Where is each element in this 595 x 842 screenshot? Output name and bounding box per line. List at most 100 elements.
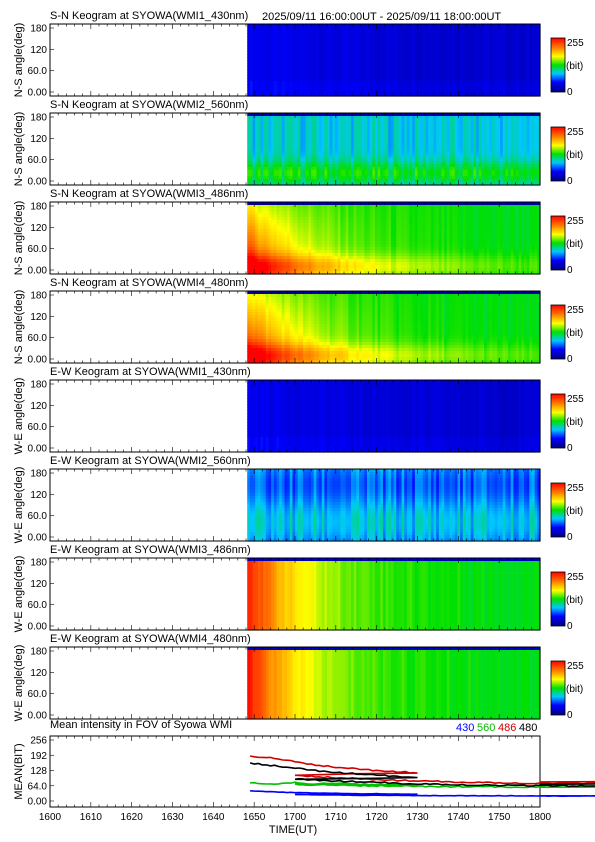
heatmap-cell (263, 84, 267, 88)
heatmap-cell (348, 63, 352, 67)
heatmap-cell (265, 45, 270, 49)
heatmap-cell (521, 57, 525, 61)
heatmap-cell (524, 81, 528, 85)
heatmap-cell (430, 45, 435, 49)
heatmap-cell (247, 179, 251, 183)
heatmap-cell (345, 30, 349, 34)
heatmap-cell (406, 63, 411, 67)
heatmap-cell (500, 33, 504, 37)
heatmap-cell (494, 42, 499, 46)
heatmap-cell (319, 30, 323, 34)
heatmap-cell (292, 36, 296, 40)
heatmap-cell (247, 84, 251, 88)
heatmap-cell (281, 63, 286, 67)
heatmap-cell (420, 27, 424, 31)
heatmap-cell (313, 60, 318, 64)
heatmap-cell (441, 75, 445, 79)
heatmap-cell (329, 72, 333, 76)
heatmap-cell (249, 116, 254, 120)
heatmap-cell (486, 72, 491, 76)
heatmap-cell (268, 134, 272, 138)
heatmap-cell (345, 93, 349, 97)
heatmap-cell (409, 93, 413, 97)
heatmap-cell (508, 39, 512, 43)
heatmap-cell (481, 78, 485, 82)
heatmap-cell (457, 48, 461, 52)
heatmap-cell (316, 84, 320, 88)
heatmap-cell (497, 72, 501, 76)
heatmap-cell (271, 149, 275, 153)
heatmap-cell (319, 75, 323, 79)
heatmap-cell (303, 75, 307, 79)
heatmap-cell (305, 57, 310, 61)
heatmap-cell (268, 149, 272, 153)
heatmap-cell (518, 75, 522, 79)
heatmap-cell (361, 24, 365, 28)
heatmap-cell (268, 39, 272, 43)
heatmap-cell (420, 81, 424, 85)
heatmap-cell (372, 87, 376, 91)
heatmap-cell (292, 27, 296, 31)
heatmap-cell (390, 81, 395, 85)
heatmap-cell (260, 134, 264, 138)
heatmap-cell (516, 27, 520, 31)
heatmap-cell (276, 63, 280, 67)
heatmap-cell (348, 57, 352, 61)
heatmap-cell (510, 30, 514, 34)
heatmap-cell (401, 69, 405, 73)
heatmap-cell (356, 30, 360, 34)
heatmap-cell (361, 90, 365, 94)
heatmap-cell (332, 90, 336, 94)
heatmap-cell (470, 84, 475, 88)
heatmap-cell (532, 87, 536, 91)
heatmap-cell (425, 93, 429, 97)
heatmap-cell (412, 57, 416, 61)
heatmap-cell (300, 69, 304, 73)
heatmap-cell (255, 69, 259, 73)
heatmap-cell (343, 81, 347, 85)
heatmap-cell (257, 81, 262, 85)
heatmap-cell (297, 75, 302, 79)
heatmap-cell (329, 87, 333, 91)
heatmap-cell (438, 87, 443, 91)
heatmap-cell (263, 66, 267, 70)
heatmap-cell (263, 149, 267, 153)
heatmap-cell (308, 78, 312, 82)
heatmap-cell (271, 51, 275, 55)
heatmap-cell (500, 81, 504, 85)
heatmap-cell (380, 60, 384, 64)
heatmap-cell (321, 30, 326, 34)
heatmap-cell (497, 45, 501, 49)
heatmap-cell (252, 158, 256, 162)
heatmap-cell (393, 36, 397, 40)
heatmap-cell (257, 54, 262, 58)
heatmap-cell (281, 30, 286, 34)
heatmap-cell (529, 69, 533, 73)
heatmap-cell (420, 84, 424, 88)
heatmap-cell (529, 66, 533, 70)
heatmap-cell (497, 48, 501, 52)
heatmap-cell (454, 81, 459, 85)
heatmap-cell (377, 60, 381, 64)
heatmap-cell (348, 54, 352, 58)
heatmap-cell (401, 54, 405, 58)
heatmap-cell (297, 54, 302, 58)
heatmap-cell (263, 30, 267, 34)
heatmap-cell (372, 90, 376, 94)
heatmap-cell (385, 27, 389, 31)
heatmap-cell (367, 45, 371, 49)
heatmap-cell (468, 81, 472, 85)
heatmap-cell (263, 51, 267, 55)
heatmap-cell (380, 24, 384, 28)
heatmap-cell (414, 48, 419, 52)
heatmap-cell (513, 45, 517, 49)
heatmap-cell (420, 60, 424, 64)
heatmap-cell (388, 87, 392, 91)
heatmap-cell (249, 119, 254, 123)
heatmap-cell (436, 63, 440, 67)
heatmap-cell (428, 93, 432, 97)
heatmap-cell (494, 60, 499, 64)
heatmap-cell (367, 30, 371, 34)
heatmap-cell (303, 93, 307, 97)
heatmap-cell (327, 87, 331, 91)
